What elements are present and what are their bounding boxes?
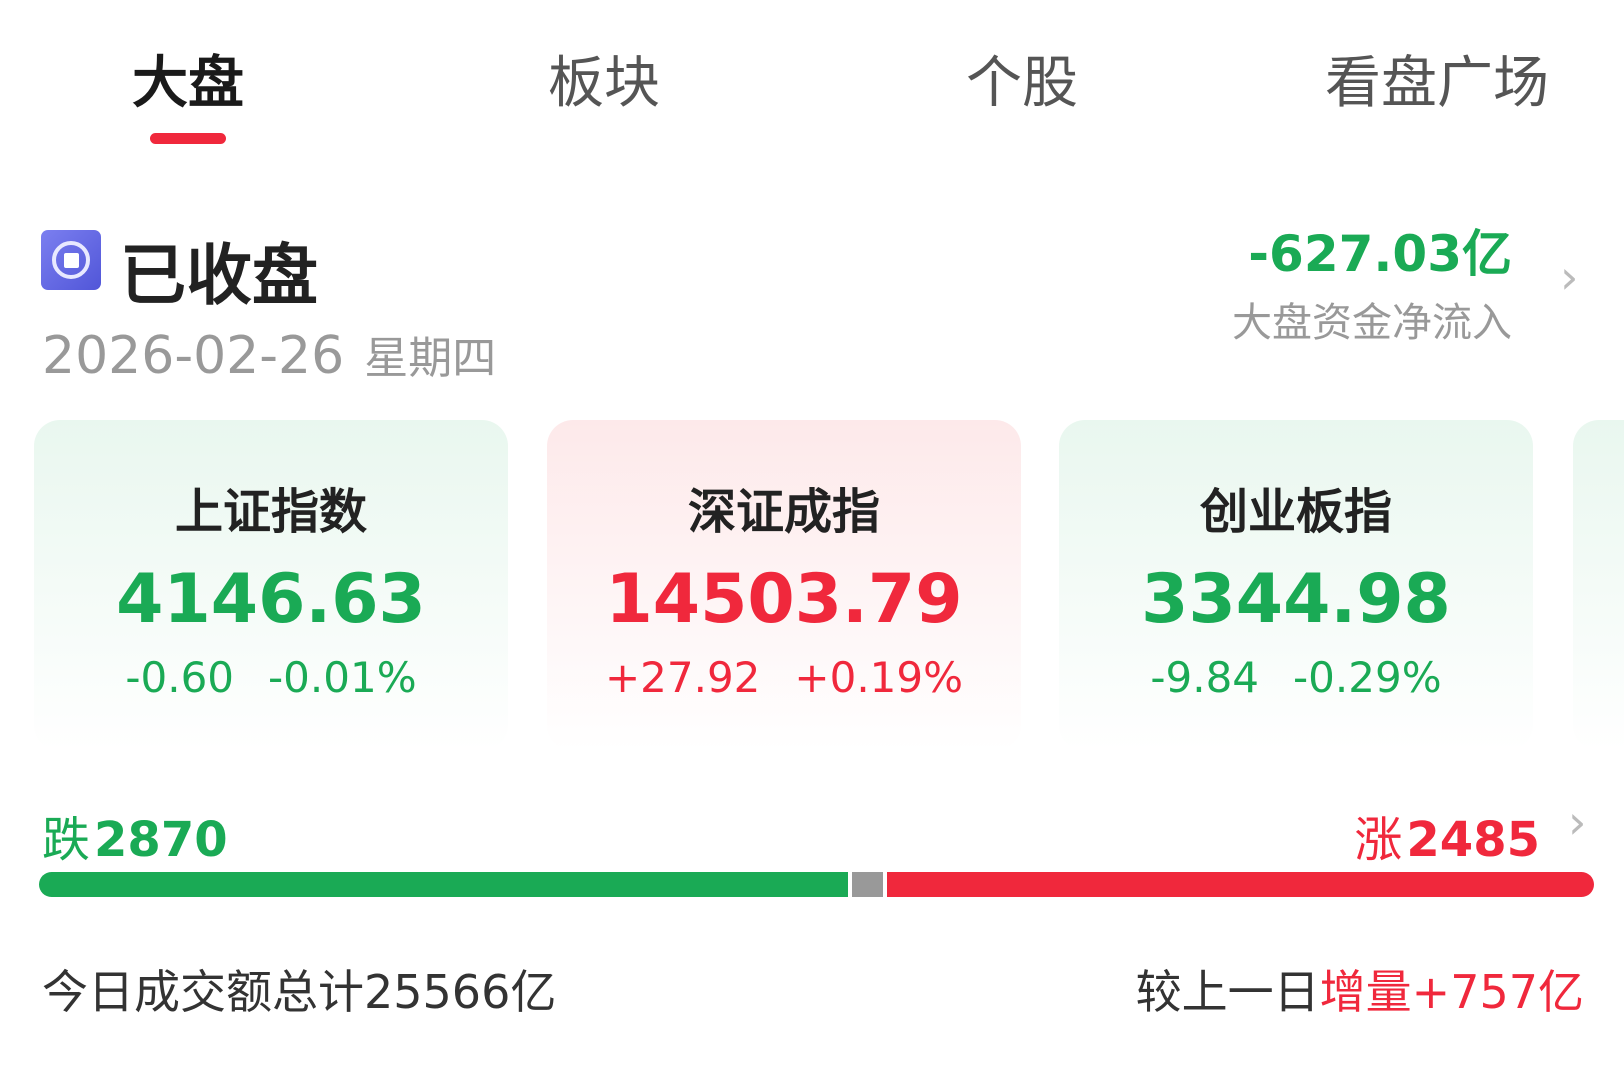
compare-label: 较上一日 (1135, 965, 1320, 1019)
tab-sectors[interactable]: 板块 (548, 51, 660, 116)
stop-circle-icon (41, 230, 101, 290)
market-status: 已收盘 (120, 237, 318, 314)
delta-label: 增量 (1319, 965, 1412, 1019)
index-name: 创业板指 (1199, 484, 1392, 540)
tab-stocks[interactable]: 个股 (966, 51, 1078, 116)
index-value: 4146.63 (116, 560, 426, 639)
flat-bar (851, 872, 883, 897)
net-flow-value[interactable]: -627.03亿 (1248, 225, 1512, 283)
turnover-value: 25566亿 (364, 965, 557, 1019)
date: 2026-02-26 (42, 326, 345, 386)
market-date: 2026-02-26 星期四 (42, 322, 496, 386)
index-name: 深证成指 (687, 484, 880, 540)
index-change: -9.84 (1150, 653, 1260, 702)
index-change: -0.60 (125, 653, 235, 702)
turnover-total: 今日成交额总计25566亿 (42, 956, 556, 1022)
advancers-value: 2485 (1406, 812, 1540, 868)
turnover-label: 今日成交额总计 (42, 965, 364, 1019)
turnover-compare: 较上一日增量+757亿 (1136, 956, 1584, 1022)
index-pct: +0.19% (794, 653, 964, 702)
index-pct: -0.01% (268, 653, 417, 702)
index-card-shanghai[interactable]: 上证指数 4146.63 -0.60 -0.01% (34, 420, 508, 751)
decliners-value: 2870 (94, 812, 228, 868)
tab-square[interactable]: 看盘广场 (1325, 51, 1549, 116)
net-flow-label[interactable]: 大盘资金净流入 (1232, 300, 1512, 346)
tab-market[interactable]: 大盘 (132, 51, 244, 116)
chevron-right-icon[interactable]: › (1568, 795, 1587, 849)
index-pct: -0.29% (1293, 653, 1442, 702)
advancers-label: 涨 (1354, 812, 1403, 868)
index-name: 上证指数 (174, 484, 367, 540)
advancers-bar (886, 872, 1594, 897)
index-change: +27.92 (604, 653, 761, 702)
decliners-count: 跌2870 (42, 800, 228, 870)
index-value: 3344.98 (1141, 560, 1451, 639)
weekday: 星期四 (364, 333, 497, 384)
chevron-right-icon[interactable]: › (1560, 250, 1579, 304)
decliners-label: 跌 (42, 812, 91, 868)
index-card-chinext[interactable]: 创业板指 3344.98 -9.84 -0.29% (1059, 420, 1533, 751)
delta-value: +757亿 (1411, 965, 1584, 1019)
index-card-partial[interactable] (1573, 420, 1624, 751)
advancers-count[interactable]: 涨2485 (1354, 800, 1540, 870)
decliners-bar (39, 872, 848, 897)
index-value: 14503.79 (605, 560, 963, 639)
active-tab-indicator (150, 133, 226, 144)
index-card-shenzhen[interactable]: 深证成指 14503.79 +27.92 +0.19% (547, 420, 1021, 751)
